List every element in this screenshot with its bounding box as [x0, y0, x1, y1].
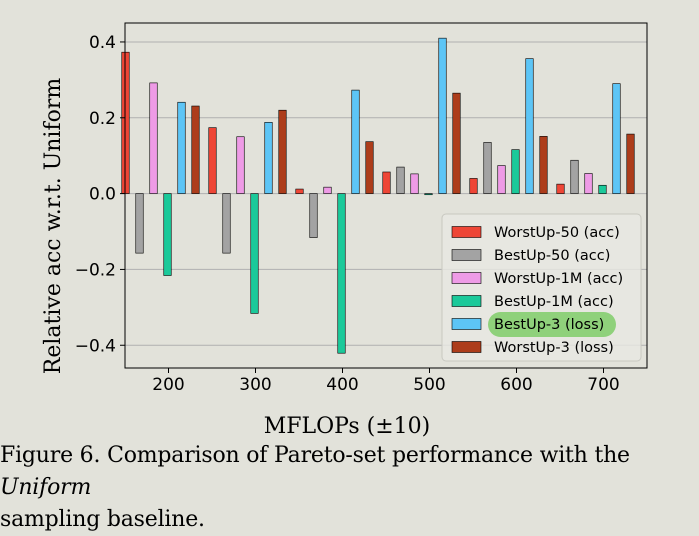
bar: [351, 89, 360, 194]
bar: [452, 92, 461, 194]
bar: [135, 193, 144, 254]
y-tick-label: −0.2: [75, 260, 116, 280]
bar: [626, 133, 635, 194]
bar: [177, 101, 186, 194]
bar: [163, 193, 172, 276]
bar: [149, 82, 158, 194]
bar: [570, 159, 579, 194]
bar: [191, 105, 200, 194]
legend-swatch: [451, 272, 482, 284]
bar: [410, 173, 419, 194]
bar: [264, 122, 273, 194]
caption-prefix: Figure 6. Comparison of Pareto-set perfo…: [0, 443, 630, 468]
legend-label: WorstUp-1M (acc): [494, 271, 623, 287]
x-tick-label: 400: [326, 375, 358, 395]
x-axis-title: MFLOPs (±10): [264, 414, 431, 439]
bar: [539, 136, 548, 194]
bar: [424, 193, 433, 196]
bar: [511, 149, 520, 194]
bar: [222, 193, 231, 254]
legend: WorstUp-50 (acc) BestUp-50 (acc) WorstUp-1…: [441, 213, 642, 362]
y-tick-label: 0.0: [89, 185, 116, 205]
bar: [438, 37, 447, 194]
bar: [250, 193, 259, 314]
bar: [278, 109, 287, 194]
bar: [497, 165, 506, 194]
bar: [483, 142, 492, 194]
x-tick-label: 700: [587, 375, 619, 395]
x-axis: 200 300 400 500 600 700: [152, 368, 620, 395]
bar: [556, 183, 565, 194]
legend-swatch: [451, 318, 482, 330]
bar: [396, 166, 405, 194]
bar: [295, 188, 304, 194]
caption-emphasis: Uniform: [0, 475, 92, 500]
legend-label: WorstUp-50 (acc): [494, 225, 620, 241]
bar: [525, 58, 534, 194]
legend-highlight: [488, 312, 616, 337]
plot-frame: [124, 22, 648, 369]
y-axis: 0.4 0.2 0.0 −0.2 −0.4: [75, 33, 125, 356]
figure-caption: Figure 6. Comparison of Pareto-set perfo…: [0, 440, 699, 536]
bar: [365, 141, 374, 194]
x-tick-label: 600: [500, 375, 532, 395]
legend-label: WorstUp-3 (loss): [494, 340, 614, 356]
x-tick-label: 200: [152, 375, 184, 395]
bar: [598, 184, 607, 194]
legend-swatch: [451, 295, 482, 307]
x-tick-label: 500: [413, 375, 445, 395]
legend-label: BestUp-1M (acc): [494, 294, 614, 310]
y-tick-label: −0.4: [75, 336, 116, 356]
legend-swatch: [451, 341, 482, 353]
legend-label: BestUp-3 (loss): [494, 317, 604, 333]
bar: [584, 173, 593, 194]
bar: [337, 193, 346, 354]
y-tick-label: 0.4: [89, 33, 116, 53]
x-tick-label: 300: [239, 375, 271, 395]
y-axis-title: Relative acc w.r.t. Uniform: [41, 78, 66, 375]
bar: [612, 83, 621, 194]
y-tick-label: 0.2: [89, 109, 116, 129]
legend-label: BestUp-50 (acc): [494, 248, 610, 264]
legend-swatch: [451, 249, 482, 261]
bar-chart: 0.4 0.2 0.0 −0.2 −0.4 200 300 400 500 600 700 Wor…: [41, 22, 648, 439]
bar: [309, 193, 318, 238]
caption-suffix: sampling baseline.: [0, 507, 205, 532]
bar: [323, 186, 332, 194]
bar: [236, 136, 245, 194]
bar: [469, 178, 478, 194]
bar: [382, 171, 391, 194]
bar: [208, 127, 217, 194]
legend-swatch: [451, 226, 482, 238]
